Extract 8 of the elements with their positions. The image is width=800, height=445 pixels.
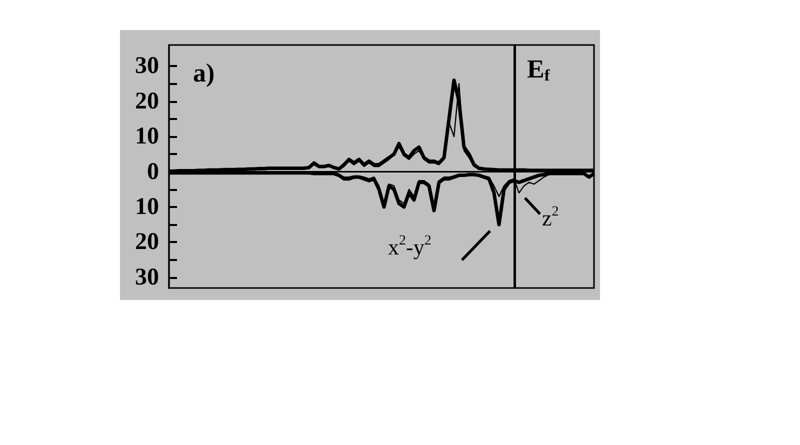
y-tick-label: 30 <box>135 53 159 80</box>
y-tick-label: 20 <box>135 229 159 256</box>
y-tick-label: 10 <box>135 124 159 150</box>
y-tick-label: 10 <box>135 194 159 220</box>
annotation: a) <box>193 58 215 88</box>
y-tick-label: 20 <box>135 88 159 114</box>
y-tick-label: 30 <box>135 264 159 290</box>
y-tick-label: 0 <box>147 158 159 185</box>
